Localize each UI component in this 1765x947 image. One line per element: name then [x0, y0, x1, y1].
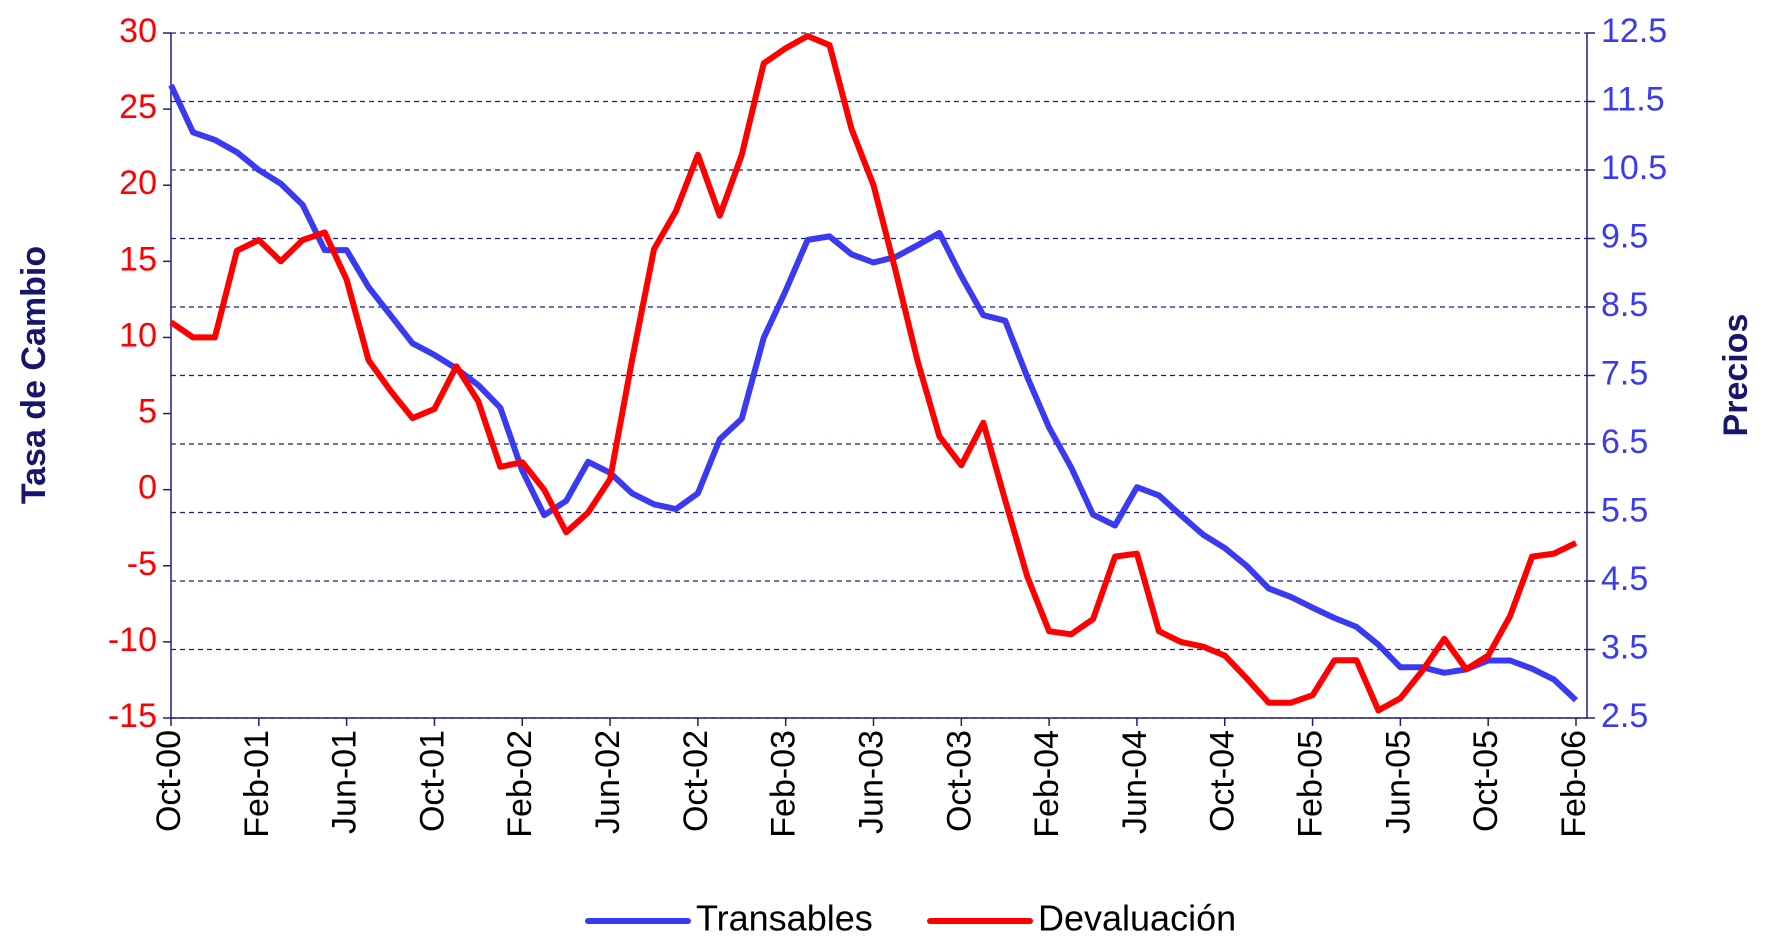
y-tick-label: 20 — [119, 164, 157, 202]
x-tick-label: Oct-01 — [413, 730, 451, 832]
y-axis-title: Tasa de Cambio — [15, 246, 53, 504]
y-tick-label: 10 — [119, 316, 157, 354]
x-tick-label: Feb-02 — [501, 730, 539, 838]
legend-label: Transables — [696, 898, 873, 939]
x-tick-label: Oct-04 — [1204, 730, 1242, 832]
x-tick-label: Jun-05 — [1379, 730, 1417, 834]
y-tick-label: 15 — [119, 240, 157, 278]
y-tick-label: 25 — [119, 88, 157, 126]
x-tick-label: Feb-05 — [1292, 730, 1330, 838]
x-tick-label: Oct-05 — [1467, 730, 1505, 832]
x-tick-label: Oct-02 — [677, 730, 715, 832]
y2-tick-label: 6.5 — [1601, 423, 1648, 461]
y2-tick-label: 3.5 — [1601, 628, 1648, 666]
y2-axis-title: Precios — [1717, 314, 1755, 437]
y2-tick-label: 5.5 — [1601, 491, 1648, 529]
y2-tick-label: 11.5 — [1601, 80, 1665, 118]
y2-tick-label: 7.5 — [1601, 354, 1648, 392]
series-line — [169, 33, 1578, 714]
y2-tick-label: 4.5 — [1601, 560, 1648, 598]
y2-tick-label: 12.5 — [1601, 12, 1667, 50]
x-tick-label: Oct-00 — [150, 730, 188, 832]
y2-tick-label: 9.5 — [1601, 217, 1648, 255]
x-tick-label: Jun-01 — [326, 730, 364, 834]
x-tick-label: Jun-02 — [589, 730, 627, 834]
series-line — [168, 83, 1579, 703]
y-tick-label: -5 — [127, 545, 157, 583]
x-tick-label: Feb-04 — [1028, 730, 1066, 838]
y2-tick-label: 8.5 — [1601, 286, 1648, 324]
x-tick-label: Feb-06 — [1555, 730, 1593, 838]
x-tick-label: Oct-03 — [940, 730, 978, 832]
y2-tick-label: 10.5 — [1601, 149, 1667, 187]
x-tick-label: Feb-03 — [765, 730, 803, 838]
legend-label: Devaluación — [1038, 898, 1236, 939]
y-tick-label: 30 — [119, 12, 157, 50]
x-tick-label: Jun-04 — [1116, 730, 1154, 834]
y-tick-label: 0 — [138, 469, 157, 507]
y-tick-label: -10 — [108, 621, 157, 659]
y2-tick-label: 2.5 — [1601, 697, 1648, 735]
y-tick-label: -15 — [108, 697, 157, 735]
y-tick-label: 5 — [138, 393, 157, 431]
x-tick-label: Jun-03 — [852, 730, 890, 834]
x-tick-label: Feb-01 — [238, 730, 276, 838]
